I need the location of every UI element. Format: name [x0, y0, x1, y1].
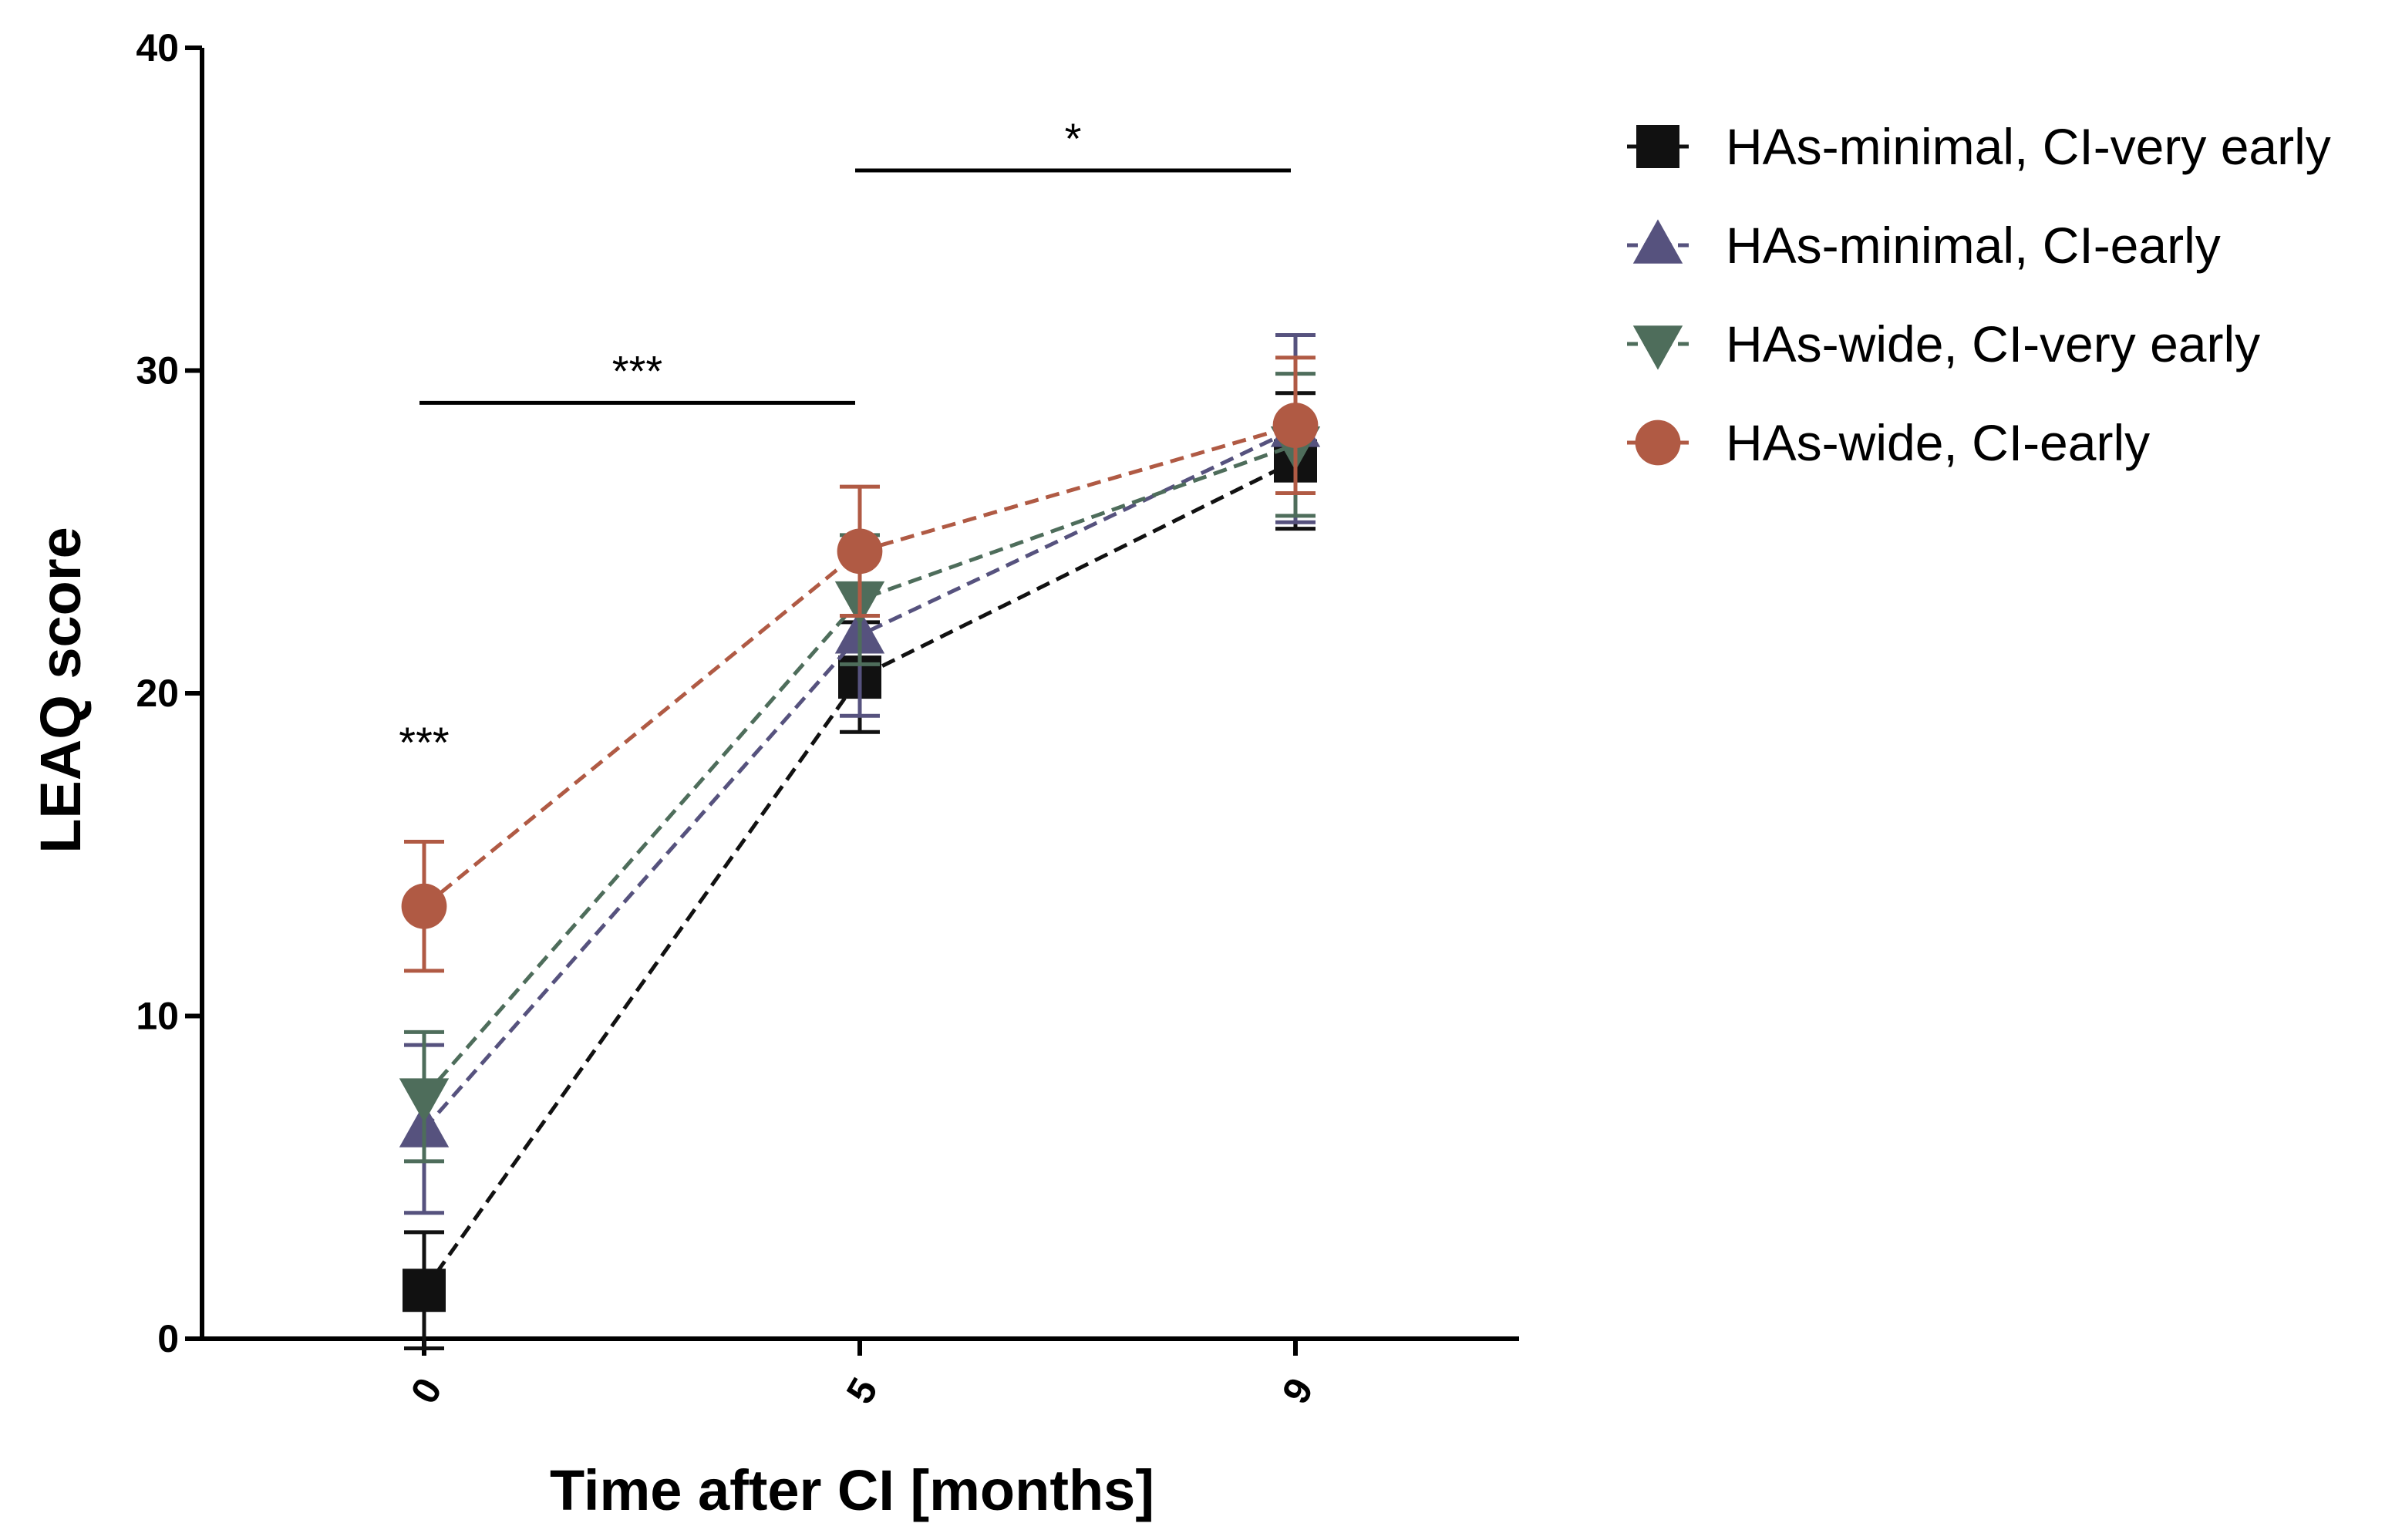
y-tick-label: 10 — [136, 995, 179, 1038]
data-point — [399, 1078, 450, 1123]
legend-marker — [1632, 219, 1683, 264]
x-tick-label: 9 — [1274, 1370, 1322, 1410]
legend: HAs-minimal, CI-very early HAs-minimal, C… — [1627, 118, 2331, 471]
legend-item: HAs-minimal, CI-early — [1627, 217, 2221, 274]
y-tick-label: 20 — [136, 672, 179, 715]
legend-item: HAs-wide, CI-early — [1627, 414, 2150, 471]
x-axis-title: Time after CI [months] — [550, 1458, 1154, 1522]
significance-label: * — [1065, 114, 1082, 163]
significance-annotations: ******* — [399, 114, 1291, 767]
x-tick-label: 5 — [838, 1370, 886, 1410]
x-tick-label: 0 — [403, 1370, 450, 1410]
data-point — [1272, 403, 1319, 449]
data-point — [837, 528, 883, 575]
legend-item: HAs-wide, CI-very early — [1627, 315, 2260, 372]
legend-label: HAs-minimal, CI-early — [1726, 217, 2221, 274]
legend-label: HAs-minimal, CI-very early — [1726, 118, 2331, 175]
series-4 — [401, 356, 1319, 973]
legend-marker — [1632, 325, 1683, 370]
legend-marker — [1635, 420, 1681, 466]
legend-item: HAs-minimal, CI-very early — [1627, 118, 2331, 175]
series-2 — [399, 332, 1321, 1215]
legend-label: HAs-wide, CI-very early — [1726, 315, 2260, 372]
y-tick-label: 30 — [136, 349, 179, 393]
axes: 0 10 20 30 40 0 5 9 — [136, 26, 1519, 1411]
legend-marker — [1636, 125, 1679, 168]
data-point — [403, 1269, 446, 1313]
series-line — [422, 459, 1297, 1292]
y-tick-label: 0 — [157, 1317, 179, 1360]
significance-label: *** — [612, 346, 662, 395]
y-axis-title: LEAQ score — [29, 527, 93, 854]
series-layer — [399, 332, 1321, 1351]
significance-label: *** — [399, 718, 449, 767]
legend-label: HAs-wide, CI-early — [1726, 414, 2150, 471]
y-tick-label: 40 — [136, 26, 179, 69]
data-point — [401, 883, 447, 929]
